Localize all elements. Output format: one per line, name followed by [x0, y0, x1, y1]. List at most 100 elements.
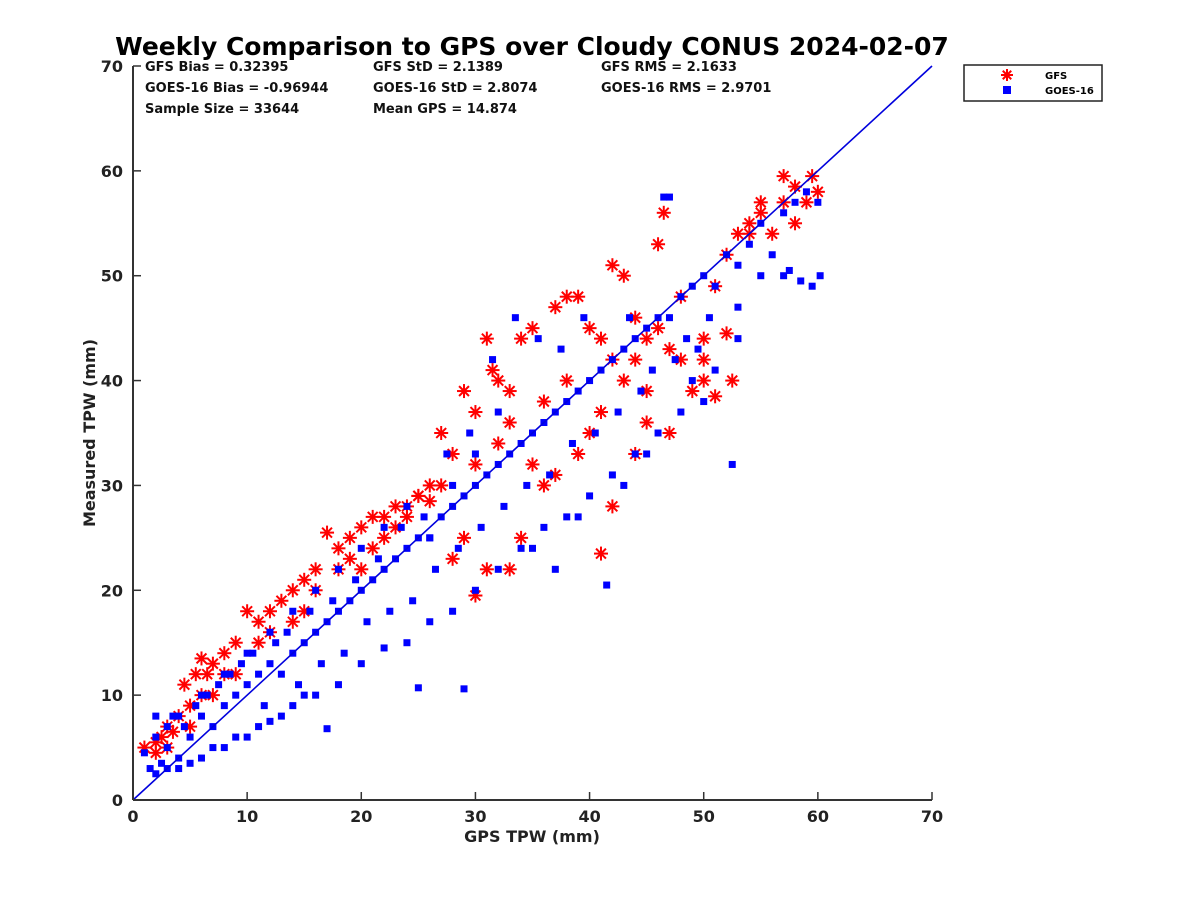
gfs-point	[536, 478, 551, 493]
goes16-point	[260, 702, 268, 710]
goes16-point	[289, 607, 297, 615]
gfs-point	[177, 677, 192, 692]
goes16-point	[175, 765, 183, 773]
gfs-point	[354, 562, 369, 577]
gfs-point	[548, 300, 563, 315]
goes16-point	[232, 733, 240, 741]
goes16-point	[540, 523, 548, 531]
y-tick-label: 20	[101, 581, 123, 600]
one-to-one-line	[132, 65, 933, 801]
goes16-point	[517, 544, 525, 552]
gfs-point	[559, 373, 574, 388]
goes16-point	[169, 712, 177, 720]
goes16-point	[780, 272, 788, 280]
goes16-point	[631, 450, 639, 458]
goes16-point	[745, 240, 753, 248]
gfs-point	[525, 321, 540, 336]
goes16-point	[152, 770, 160, 778]
goes16-point	[220, 702, 228, 710]
goes16-point	[734, 303, 742, 311]
gfs-point	[696, 373, 711, 388]
legend-goes16-label: GOES-16	[1045, 86, 1094, 97]
gfs-point	[354, 520, 369, 535]
goes16-point	[477, 523, 485, 531]
goes16-point	[563, 513, 571, 521]
gfs-point	[582, 321, 597, 336]
series-goes16-points	[140, 188, 824, 778]
goes16-point	[357, 544, 365, 552]
goes16-point	[266, 628, 274, 636]
goes16-point	[329, 597, 337, 605]
goes16-point	[551, 565, 559, 573]
x-tick-label: 50	[693, 807, 715, 826]
goes16-point	[277, 670, 285, 678]
gfs-point	[725, 373, 740, 388]
goes16-point	[443, 450, 451, 458]
gfs-point	[308, 562, 323, 577]
y-tick-label: 70	[101, 57, 123, 76]
goes16-point	[546, 471, 554, 479]
goes16-point	[255, 670, 263, 678]
gfs-point	[491, 373, 506, 388]
goes16-point	[374, 555, 382, 563]
legend: GFS GOES-16	[963, 64, 1103, 102]
goes16-point	[209, 744, 217, 752]
gfs-point	[616, 373, 631, 388]
goes16-point	[186, 759, 194, 767]
goes16-point	[186, 733, 194, 741]
goes16-point	[460, 685, 468, 693]
gfs-point	[593, 405, 608, 420]
goes16-point	[334, 565, 342, 573]
goes16-point	[431, 565, 439, 573]
gfs-point	[434, 478, 449, 493]
goes16-point	[494, 408, 502, 416]
goes16-point	[312, 691, 320, 699]
legend-box	[963, 64, 1103, 102]
goes16-point	[249, 649, 257, 657]
goes16-point	[266, 660, 274, 668]
gfs-point	[502, 384, 517, 399]
goes16-point	[409, 597, 417, 605]
goes16-point	[757, 272, 765, 280]
gfs-point	[377, 530, 392, 545]
stat-gfs-rms: GFS RMS = 2.1633	[601, 60, 737, 75]
goes16-point	[226, 670, 234, 678]
gfs-point	[685, 384, 700, 399]
goes16-point	[580, 314, 588, 322]
goes16-point	[146, 765, 154, 773]
gfs-point	[656, 205, 671, 220]
gfs-point	[320, 525, 335, 540]
gfs-point	[491, 436, 506, 451]
gfs-point	[662, 342, 677, 357]
gfs-point	[165, 724, 180, 739]
gfs-point	[479, 562, 494, 577]
goes16-point	[426, 618, 434, 626]
goes16-point	[266, 717, 274, 725]
gfs-point	[651, 237, 666, 252]
goes16-point	[420, 513, 428, 521]
gfs-point	[502, 415, 517, 430]
gfs-point	[639, 331, 654, 346]
goes16-point	[220, 744, 228, 752]
goes16-point	[603, 581, 611, 589]
stat-goes-rms: GOES-16 RMS = 2.9701	[601, 81, 771, 96]
gfs-point	[788, 216, 803, 231]
goes16-point	[626, 314, 634, 322]
gfs-point	[422, 478, 437, 493]
y-tick-label: 40	[101, 372, 123, 391]
goes16-point	[586, 492, 594, 500]
gfs-point	[422, 494, 437, 509]
goes16-point	[711, 282, 719, 290]
goes16-point	[557, 345, 565, 353]
gfs-point	[536, 394, 551, 409]
gfs-point	[639, 415, 654, 430]
goes16-point	[449, 481, 457, 489]
gfs-point	[217, 646, 232, 661]
gfs-point	[525, 457, 540, 472]
goes16-point	[816, 272, 824, 280]
goes16-point	[454, 544, 462, 552]
stat-gfs-std: GFS StD = 2.1389	[373, 60, 503, 75]
y-tick-label: 10	[101, 686, 123, 705]
